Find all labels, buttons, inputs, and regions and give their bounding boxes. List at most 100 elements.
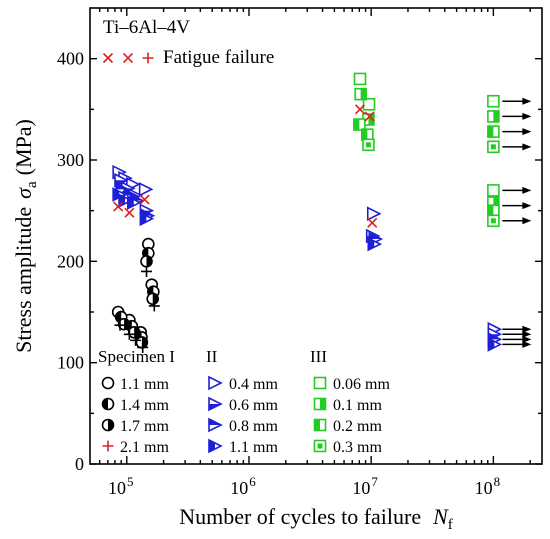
y-axis-label: Stress amplitude σa (MPa) <box>11 119 40 353</box>
data-point-III-sq-open-0 <box>353 72 367 86</box>
data-point-II-tri-full-2 <box>126 195 142 210</box>
x-tick-label-3: 108 <box>475 474 501 498</box>
data-point-III-sq-open-1 <box>362 97 376 111</box>
legend-marker-I-3 <box>101 418 115 432</box>
runout-arrow-1 <box>502 112 532 120</box>
failure-legend-markers <box>102 52 154 64</box>
data-point-failure-x-5 <box>367 217 378 228</box>
y-tick-label-2: 200 <box>57 251 84 271</box>
legend-II-3-label: 0.8 mm <box>229 418 278 435</box>
legend-I-4-label: 2.1 mm <box>120 439 169 456</box>
data-point-failure-x-1 <box>124 207 135 218</box>
legend-III-1-label: 0.06 mm <box>333 376 390 393</box>
legend-marker-III-1 <box>313 376 327 390</box>
data-point-I-plus-2 <box>114 319 126 331</box>
data-point-I-plus-4 <box>130 334 142 346</box>
runout-arrow-0 <box>502 97 532 105</box>
x-tick-label-2: 107 <box>352 474 378 498</box>
legend-III-3-label: 0.2 mm <box>333 418 382 435</box>
legend-group-III-title: III <box>310 347 327 366</box>
data-point-I-plus-3 <box>123 328 135 340</box>
legend-I-1-label: 1.1 mm <box>120 376 169 393</box>
data-point-II-tri-open-4 <box>366 206 382 222</box>
specimen-legend: Specimen I II III 1.1 mm 1.4 mm 1.7 mm 2… <box>98 347 390 456</box>
y-axis-label-text: Stress amplitude <box>11 207 36 353</box>
data-point-failure-x-2 <box>139 194 150 205</box>
x-axis-label: Number of cycles to failure Nf <box>179 504 453 533</box>
legend-II-4-label: 1.1 mm <box>229 439 278 456</box>
data-point-I-circle-half-right-0 <box>140 255 153 268</box>
data-point-III-sq-center-1 <box>487 140 500 154</box>
data-point-I-circle-half-right-1 <box>146 292 160 306</box>
data-point-III-sq-open-3 <box>487 184 500 197</box>
plot-frame <box>89 7 543 465</box>
legend-II-1-label: 0.4 mm <box>229 376 278 393</box>
legend-marker-III-2 <box>313 397 327 411</box>
legend-markers <box>101 375 327 454</box>
legend-II-2-label: 0.6 mm <box>229 397 278 414</box>
data-point-III-sq-half-2 <box>487 110 500 123</box>
runout-arrow-10 <box>502 340 532 348</box>
legend-marker-II-2 <box>208 396 223 412</box>
legend-I-3-label: 1.7 mm <box>120 418 169 435</box>
data-point-III-sq-center-2 <box>487 214 500 228</box>
y-axis-label-unit: (MPa) <box>11 119 36 175</box>
failure-legend-x-2 <box>122 52 134 64</box>
legend-marker-I-2 <box>101 397 115 411</box>
y-tick-label-3: 300 <box>57 150 84 170</box>
runout-arrow-3 <box>502 143 532 151</box>
y-axis-label-symbol: σ <box>11 187 36 199</box>
x-tick-label-1: 106 <box>230 474 256 498</box>
failure-legend-plus <box>142 52 154 64</box>
x-axis-label-text: Number of cycles to failure <box>179 504 421 529</box>
legend-III-4-label: 0.3 mm <box>333 439 382 456</box>
legend-marker-II-4 <box>208 438 223 454</box>
data-point-II-tri-full-4 <box>367 236 383 252</box>
data-point-II-tri-full-3 <box>139 211 155 227</box>
data-point-I-plus-5 <box>137 341 149 353</box>
data-point-I-plus-1 <box>148 300 160 312</box>
y-axis-ticks: 0 100 200 300 400 <box>57 49 542 474</box>
runout-arrow-2 <box>502 128 532 136</box>
data-point-failure-x-0 <box>113 201 124 212</box>
data-point-III-sq-half-0 <box>354 87 367 101</box>
data-point-failure-x-3 <box>354 104 366 115</box>
legend-group-I-title: Specimen I <box>98 347 175 366</box>
x-axis-label-symbol: N <box>432 504 449 529</box>
data-point-II-tri-full-5 <box>487 337 503 352</box>
chart-title: Ti–6Al–4V <box>103 17 190 38</box>
data-point-failure-x-4 <box>364 111 375 122</box>
y-tick-label-0: 0 <box>75 454 84 474</box>
legend-I-2-label: 1.4 mm <box>120 397 169 414</box>
runout-arrow-9 <box>502 335 532 343</box>
failure-legend-x-1 <box>102 52 114 64</box>
y-axis-label-sub: a <box>24 181 40 188</box>
y-tick-label-4: 400 <box>57 49 84 69</box>
legend-III-2-label: 0.1 mm <box>333 397 382 414</box>
legend-marker-I-1 <box>101 376 115 390</box>
data-points <box>111 72 503 353</box>
runout-arrow-5 <box>502 202 532 210</box>
runout-arrows <box>502 97 532 348</box>
legend-group-II-title: II <box>206 347 218 366</box>
legend-marker-III-3 <box>313 418 327 432</box>
legend-marker-III-4 <box>313 439 327 453</box>
legend-marker-I-4 <box>102 440 114 452</box>
data-point-I-plus-0 <box>141 265 153 277</box>
runout-arrow-4 <box>502 186 532 194</box>
runout-arrow-7 <box>502 325 532 333</box>
data-point-III-sq-half2-2 <box>487 125 500 138</box>
data-point-I-circle-half-right-2 <box>117 317 131 331</box>
data-point-III-sq-half2-0 <box>353 118 366 131</box>
y-tick-label-1: 100 <box>57 353 84 373</box>
legend-marker-II-1 <box>208 375 223 391</box>
data-point-II-tri-open-3 <box>138 182 154 197</box>
data-point-I-circle-half-right-3 <box>127 325 141 339</box>
failure-legend: Fatigue failure <box>102 47 274 68</box>
x-axis-label-sub: f <box>448 517 453 533</box>
runout-arrow-6 <box>502 217 532 225</box>
x-tick-label-0: 105 <box>108 474 134 498</box>
data-point-III-sq-open-2 <box>487 94 500 108</box>
failure-legend-label: Fatigue failure <box>163 47 274 68</box>
